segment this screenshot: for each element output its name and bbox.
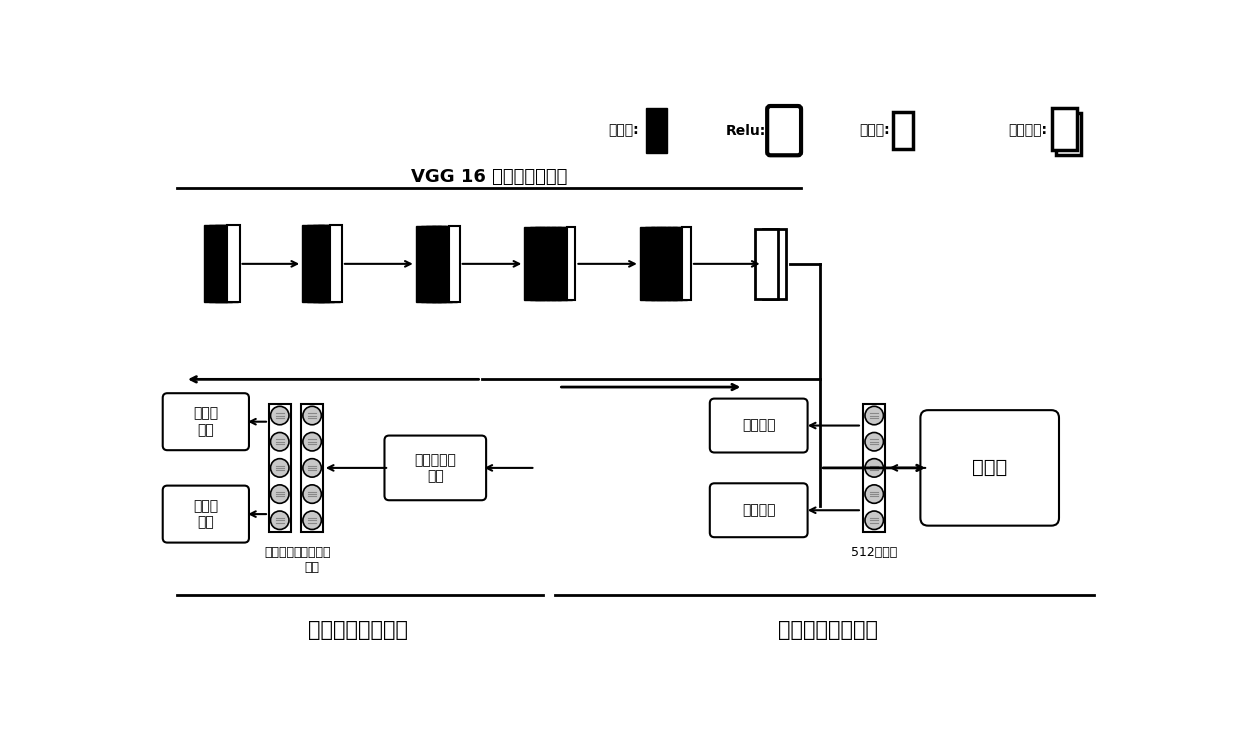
Bar: [552, 227, 567, 300]
Bar: [432, 226, 451, 301]
Bar: [312, 225, 335, 302]
Circle shape: [303, 458, 321, 477]
Circle shape: [270, 458, 289, 477]
Circle shape: [866, 433, 883, 451]
Circle shape: [270, 511, 289, 529]
Text: 回归网络: 回归网络: [742, 418, 775, 433]
Bar: [763, 230, 786, 298]
Bar: [1056, 113, 1080, 155]
Circle shape: [866, 406, 883, 425]
Text: 分类网络: 分类网络: [742, 504, 775, 517]
Text: 感兴趣区域
池化: 感兴趣区域 池化: [414, 453, 456, 483]
Bar: [525, 227, 539, 300]
Text: 候选框
分类: 候选框 分类: [193, 499, 218, 529]
Text: 卷积层:: 卷积层:: [609, 124, 640, 137]
Circle shape: [270, 485, 289, 504]
Bar: [529, 227, 546, 300]
Bar: [541, 227, 556, 300]
Bar: [640, 227, 655, 300]
Circle shape: [303, 406, 321, 425]
Bar: [415, 226, 435, 301]
Bar: [534, 227, 551, 300]
Circle shape: [303, 433, 321, 451]
Bar: [667, 227, 682, 300]
Bar: [557, 227, 572, 300]
Bar: [427, 226, 446, 301]
Bar: [894, 112, 914, 149]
Bar: [645, 227, 661, 300]
Bar: [546, 227, 562, 300]
Text: 候选区域生成网络: 候选区域生成网络: [777, 620, 878, 639]
Bar: [269, 404, 290, 532]
Bar: [210, 225, 232, 302]
Circle shape: [270, 433, 289, 451]
Bar: [422, 226, 441, 301]
Text: 反卷积层:: 反卷积层:: [1008, 124, 1048, 137]
Text: 感兴趣区域分类器: 感兴趣区域分类器: [309, 620, 408, 639]
Bar: [672, 227, 687, 300]
Bar: [656, 227, 671, 300]
FancyBboxPatch shape: [162, 393, 249, 450]
Bar: [227, 225, 239, 302]
Circle shape: [866, 458, 883, 477]
Bar: [755, 230, 777, 298]
FancyBboxPatch shape: [709, 399, 807, 452]
Bar: [303, 225, 324, 302]
FancyBboxPatch shape: [920, 410, 1059, 525]
Bar: [438, 226, 458, 301]
Bar: [203, 225, 227, 302]
Bar: [330, 225, 342, 302]
FancyBboxPatch shape: [709, 483, 807, 538]
Text: 滑动窗: 滑动窗: [972, 458, 1007, 477]
Bar: [308, 225, 329, 302]
Text: 池化层:: 池化层:: [859, 124, 889, 137]
FancyBboxPatch shape: [162, 485, 249, 543]
Text: Relu:: Relu:: [727, 124, 766, 137]
Bar: [682, 227, 691, 300]
Text: 全连接层: 全连接层: [265, 546, 295, 559]
Bar: [646, 108, 667, 153]
Circle shape: [270, 406, 289, 425]
Bar: [661, 227, 677, 300]
Bar: [449, 226, 460, 301]
FancyBboxPatch shape: [384, 436, 486, 501]
Text: 候选框
回归: 候选框 回归: [193, 407, 218, 437]
Bar: [319, 225, 340, 302]
Circle shape: [303, 511, 321, 529]
Circle shape: [303, 485, 321, 504]
Bar: [863, 404, 885, 532]
Bar: [215, 225, 238, 302]
Bar: [1052, 108, 1076, 150]
Bar: [651, 227, 666, 300]
Text: 感兴趣区域
特征: 感兴趣区域 特征: [294, 546, 331, 574]
Text: VGG 16 网络的卷积部分: VGG 16 网络的卷积部分: [410, 168, 568, 186]
Bar: [567, 227, 575, 300]
Text: 512维特征: 512维特征: [851, 546, 898, 559]
FancyBboxPatch shape: [768, 106, 801, 156]
Bar: [301, 404, 322, 532]
Circle shape: [866, 485, 883, 504]
Circle shape: [866, 511, 883, 529]
